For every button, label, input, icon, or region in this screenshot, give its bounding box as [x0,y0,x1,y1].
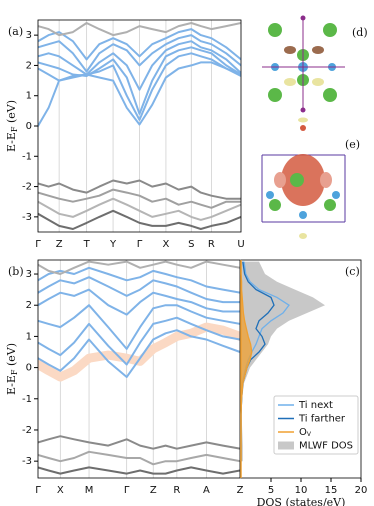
legend-label-text: Ti farther [298,414,346,425]
x-tick-label: X [163,239,170,250]
legend-label: MLWF DOS [299,441,353,452]
legend-label: Ti next [298,400,333,411]
x-tick-label: M [85,485,94,496]
band [38,179,241,200]
y-tick-label: -1 [22,151,32,162]
panel-label: (a) [8,25,23,38]
band [38,329,240,378]
x-tick-label: Γ [35,485,41,496]
x-tick-label: S [188,239,194,250]
y-tick-label: -3 [22,212,32,223]
band [38,46,241,115]
y-tick-label: 1 [26,331,32,342]
y-tick-label: 2 [26,300,32,311]
band [38,450,240,466]
x-axis-label: DOS (states/eV) [257,496,346,506]
axes-frame [37,259,241,479]
x-tick-label: 10 [295,485,308,496]
y-axis-label-text: E-E [5,132,18,152]
band [38,28,241,61]
legend-label-text: O [299,427,307,438]
band [38,316,240,366]
structure-e: (e) [261,125,360,239]
y-axis-label-unit: (eV) [5,343,18,370]
legend-label-text: Ti next [298,400,333,411]
band [38,266,240,294]
x-tick-label: Γ [137,239,143,250]
legend-label: Ti farther [298,414,346,425]
y-axis-label-text: E-E [5,375,18,395]
x-tick-label: Y [109,239,117,250]
x-tick-label: Γ [35,239,41,250]
band [38,288,240,316]
band [38,188,241,209]
x-tick-label: R [208,239,215,250]
x-tick-label: A [203,485,210,496]
x-tick-label: Z [150,485,157,496]
panel-label: (b) [8,265,24,278]
dos-area [241,261,252,462]
y-tick-label: -2 [22,425,32,436]
x-tick-label: Γ [124,485,130,496]
band [38,34,241,73]
y-tick-label: 3 [26,30,32,41]
band [38,304,240,350]
band [38,276,240,304]
axes-frame [37,19,242,233]
band [38,209,241,230]
band [38,466,240,475]
band [38,22,241,37]
y-axis-label: E-EF (eV) [5,100,19,152]
bands [38,22,241,230]
panel-label: (c) [345,265,360,278]
y-axis-label-unit: (eV) [5,100,18,127]
x-tick-label: R [173,485,180,496]
y-tick-label: 1 [26,91,32,102]
band [38,40,241,91]
band [38,435,240,450]
y-tick-label: 3 [26,269,32,280]
y-axis-label: E-EF (eV) [5,343,19,395]
x-tick-label: 15 [325,485,338,496]
y-tick-label: -3 [22,456,32,467]
legend-label-sub: V [307,431,312,438]
band [38,197,241,221]
band [38,260,240,275]
x-tick-label: U [237,239,244,250]
y-tick-label: 0 [26,363,32,374]
legend-label: OV [299,427,312,438]
dos-area [241,261,325,462]
x-tick-label: 5 [268,485,274,496]
legend-box [273,395,359,455]
y-tick-label: -1 [22,394,32,405]
structure-d: (d) [262,15,368,123]
y-axis-label-sub: F [10,369,19,375]
legend-swatch [278,441,294,450]
y-tick-label: 2 [26,60,32,71]
x-tick-label: Z [237,485,244,496]
legend-label-text: MLWF DOS [299,441,353,452]
x-tick-label: X [57,485,64,496]
x-tick-label: 20 [355,485,368,496]
band [38,322,240,382]
band [38,52,241,121]
panel-label: (d) [352,26,368,39]
x-tick-label: T [83,239,91,250]
y-axis-label-sub: F [10,126,19,132]
bands [38,260,240,475]
y-tick-label: 0 [26,121,32,132]
x-tick-label: Z [56,239,63,250]
panel-label: (e) [345,138,360,151]
y-tick-label: -2 [22,182,32,193]
